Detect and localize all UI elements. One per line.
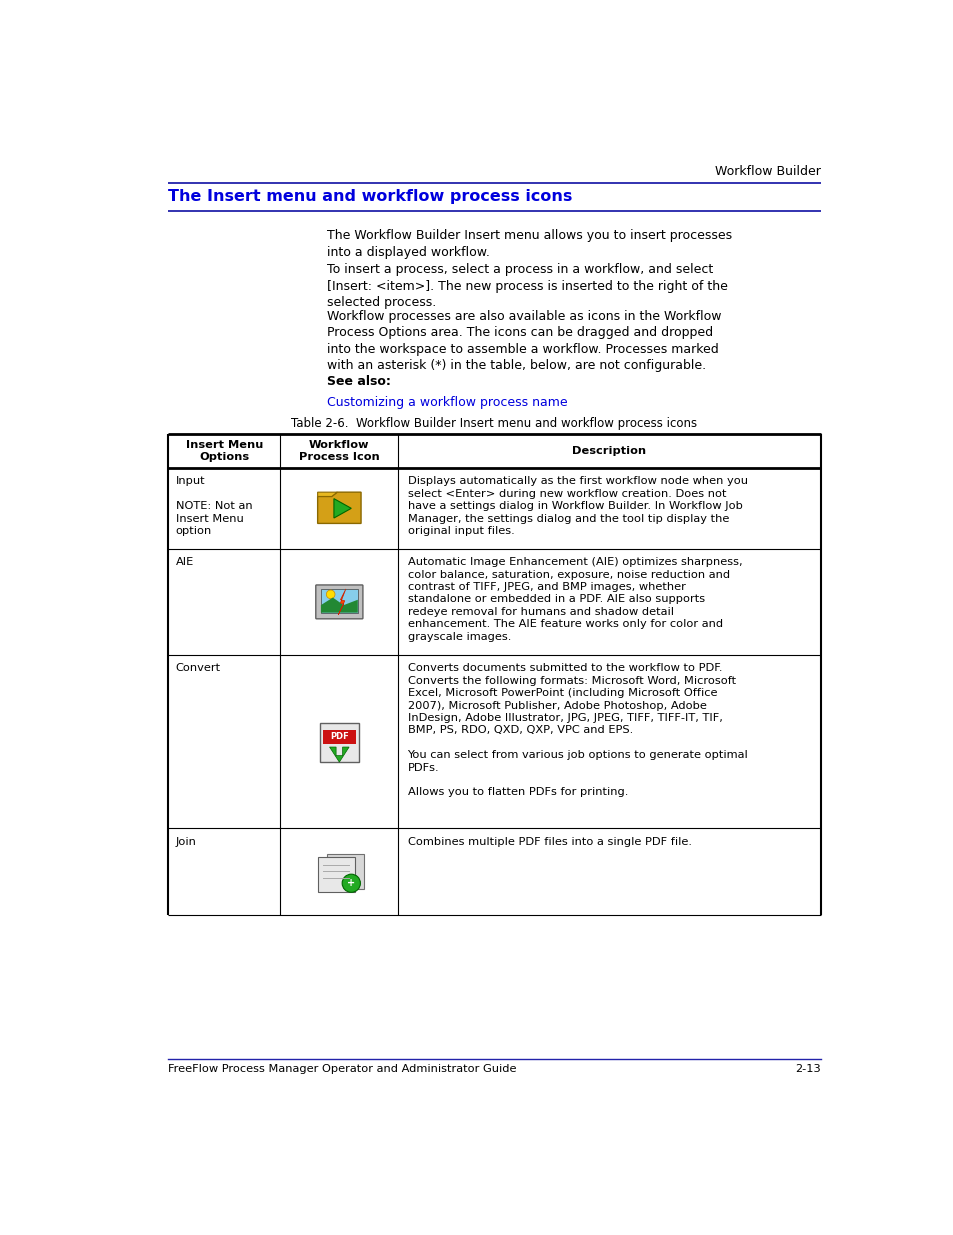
Text: Workflow Builder: Workflow Builder <box>714 165 820 178</box>
Polygon shape <box>334 499 351 517</box>
FancyBboxPatch shape <box>319 724 358 762</box>
Polygon shape <box>317 493 336 496</box>
Polygon shape <box>320 598 357 613</box>
Bar <box>320 589 357 613</box>
Text: FreeFlow Process Manager Operator and Administrator Guide: FreeFlow Process Manager Operator and Ad… <box>168 1063 516 1073</box>
Text: Customizing a workflow process name: Customizing a workflow process name <box>327 395 567 409</box>
Text: Join: Join <box>175 837 196 847</box>
Text: Insert Menu
Options: Insert Menu Options <box>186 440 263 462</box>
Text: Combines multiple PDF files into a single PDF file.: Combines multiple PDF files into a singl… <box>407 837 691 847</box>
Text: Automatic Image Enhancement (AIE) optimizes sharpness,
color balance, saturation: Automatic Image Enhancement (AIE) optimi… <box>407 557 741 642</box>
Text: Displays automatically as the first workflow node when you
select <Enter> during: Displays automatically as the first work… <box>407 477 747 536</box>
FancyBboxPatch shape <box>317 857 355 892</box>
Text: See also:: See also: <box>327 374 391 388</box>
Polygon shape <box>317 493 360 524</box>
Text: Input

NOTE: Not an
Insert Menu
option: Input NOTE: Not an Insert Menu option <box>175 477 253 536</box>
Text: 2-13: 2-13 <box>794 1063 820 1073</box>
Text: Table 2-6.  Workflow Builder Insert menu and workflow process icons: Table 2-6. Workflow Builder Insert menu … <box>291 417 697 430</box>
Polygon shape <box>329 747 349 762</box>
Polygon shape <box>338 589 346 615</box>
Circle shape <box>326 590 335 599</box>
Text: PDF: PDF <box>330 732 349 741</box>
Bar <box>323 730 355 743</box>
FancyBboxPatch shape <box>315 585 362 619</box>
Text: Description: Description <box>572 446 646 456</box>
Text: +: + <box>347 878 355 888</box>
Text: AIE: AIE <box>175 557 193 567</box>
Text: Convert: Convert <box>175 663 221 673</box>
Text: The Insert menu and workflow process icons: The Insert menu and workflow process ico… <box>168 189 572 205</box>
Text: Workflow processes are also available as icons in the Workflow
Process Options a: Workflow processes are also available as… <box>327 310 720 373</box>
Circle shape <box>342 874 360 893</box>
FancyBboxPatch shape <box>327 855 364 889</box>
Text: Converts documents submitted to the workflow to PDF.
Converts the following form: Converts documents submitted to the work… <box>407 663 747 798</box>
Text: Workflow
Process Icon: Workflow Process Icon <box>298 440 379 462</box>
Text: The Workflow Builder Insert menu allows you to insert processes
into a displayed: The Workflow Builder Insert menu allows … <box>327 228 731 258</box>
Text: To insert a process, select a process in a workflow, and select
[Insert: <item>]: To insert a process, select a process in… <box>327 263 727 310</box>
